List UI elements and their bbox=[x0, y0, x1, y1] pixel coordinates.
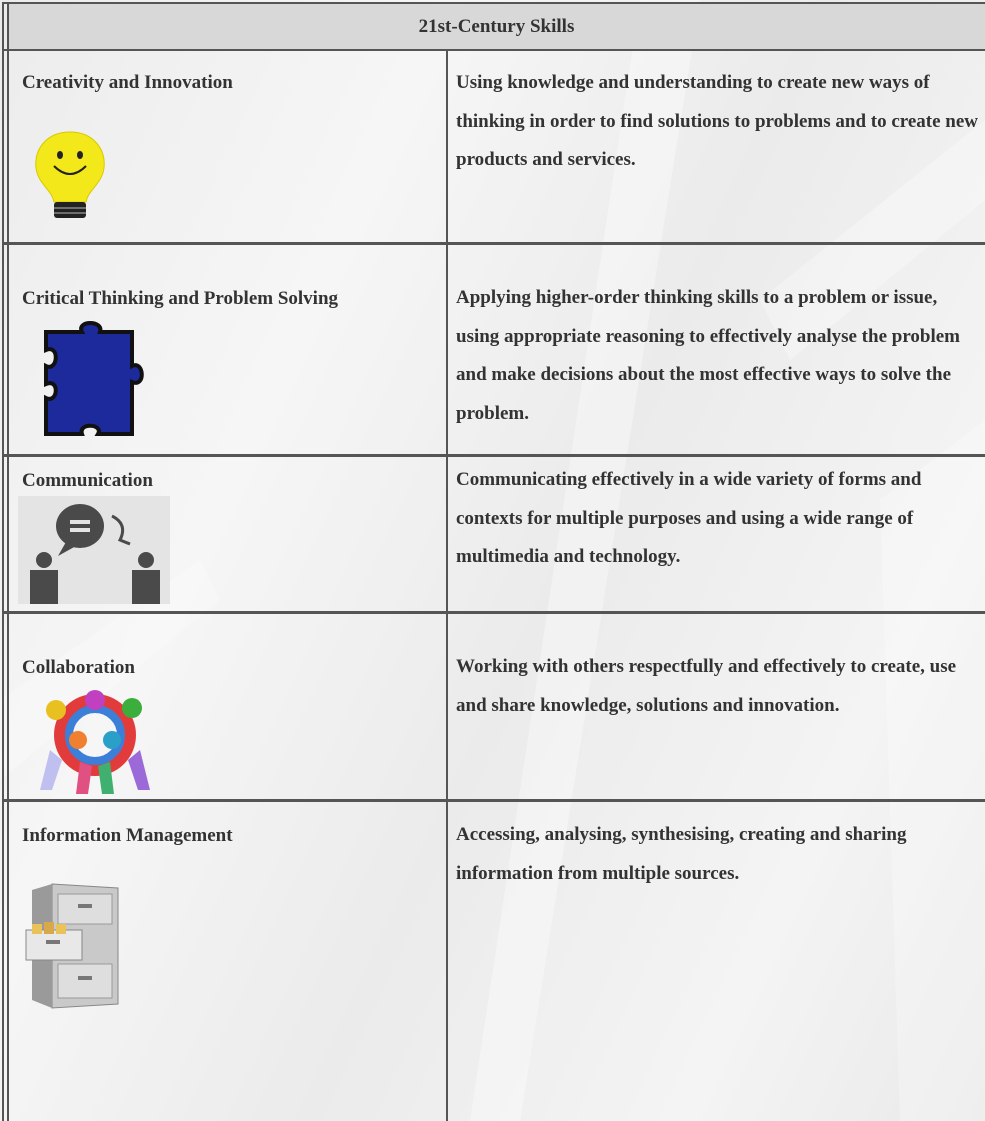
border bbox=[2, 454, 985, 457]
border bbox=[446, 50, 448, 1121]
cabinet-icon bbox=[25, 883, 119, 1009]
skill-description: Working with others respectfully and eff… bbox=[456, 656, 957, 716]
skill-name: Information Management bbox=[22, 825, 233, 846]
collaboration-icon bbox=[40, 690, 150, 794]
skill-name: Communication bbox=[22, 470, 153, 491]
border bbox=[2, 49, 985, 51]
skill-description: Communicating effectively in a wide vari… bbox=[456, 469, 922, 567]
skill-description: Accessing, analysing, synthesising, crea… bbox=[456, 824, 907, 884]
border bbox=[2, 2, 4, 1121]
communication-icon bbox=[18, 496, 170, 604]
puzzle-icon bbox=[44, 321, 144, 436]
bulb-icon bbox=[35, 131, 105, 218]
skill-name: Collaboration bbox=[22, 657, 135, 678]
table-header: 21st-Century Skills bbox=[8, 4, 985, 50]
border bbox=[2, 2, 985, 4]
skill-name: Creativity and Innovation bbox=[22, 72, 233, 93]
skill-name: Critical Thinking and Problem Solving bbox=[22, 288, 339, 309]
border bbox=[2, 611, 985, 614]
border bbox=[2, 799, 985, 802]
skill-description: Using knowledge and understanding to cre… bbox=[456, 72, 979, 170]
skill-description: Applying higher-order thinking skills to… bbox=[456, 287, 961, 424]
border bbox=[2, 242, 985, 245]
border bbox=[7, 2, 9, 1121]
